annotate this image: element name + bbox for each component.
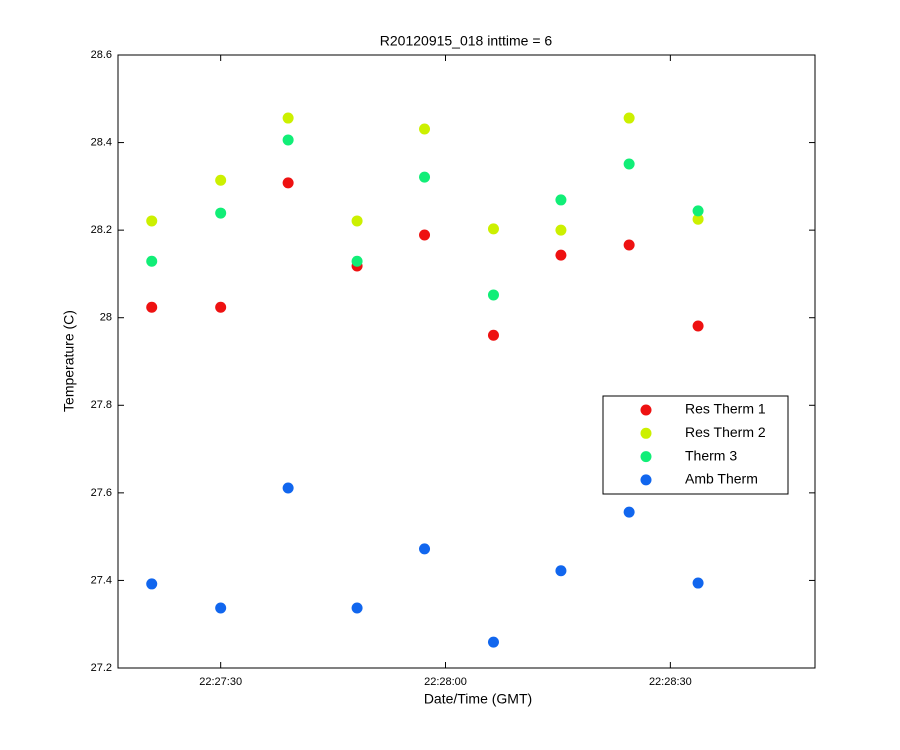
point <box>419 229 431 241</box>
x-tick-label: 22:28:00 <box>424 676 467 688</box>
x-tick-label: 22:27:30 <box>199 676 242 688</box>
point <box>623 112 635 124</box>
point <box>215 207 227 219</box>
y-tick-label: 27.8 <box>91 399 112 411</box>
point <box>555 249 567 261</box>
point <box>487 223 499 235</box>
point <box>282 112 294 124</box>
point <box>623 239 635 251</box>
y-tick-label: 28.6 <box>91 49 112 61</box>
point <box>351 215 363 227</box>
y-tick-label: 27.6 <box>91 487 112 499</box>
point <box>692 577 704 589</box>
x-axis-label: Date/Time (GMT) <box>424 691 532 707</box>
x-tick-label: 22:28:30 <box>649 676 692 688</box>
plot-area <box>117 54 816 669</box>
legend-label: Res Therm 1 <box>685 401 766 417</box>
point <box>419 123 431 135</box>
point <box>555 224 567 236</box>
point <box>282 134 294 146</box>
point <box>215 602 227 614</box>
point <box>146 578 158 590</box>
point <box>623 158 635 170</box>
point <box>487 329 499 341</box>
point <box>555 565 567 577</box>
point <box>146 255 158 267</box>
legend-marker <box>640 427 652 439</box>
point <box>282 482 294 494</box>
y-tick-label: 28.2 <box>91 224 112 236</box>
point <box>215 301 227 313</box>
point <box>692 213 704 225</box>
point <box>487 289 499 301</box>
y-tick-label: 27.4 <box>91 574 112 586</box>
legend-marker <box>640 404 652 416</box>
point <box>419 171 431 183</box>
point <box>351 602 363 614</box>
point <box>487 636 499 648</box>
y-tick-label: 27.2 <box>91 662 112 674</box>
legend-label: Res Therm 2 <box>685 424 766 440</box>
legend-label: Amb Therm <box>685 471 758 487</box>
legend-marker <box>640 474 652 486</box>
chart-title: R20120915_018 inttime = 6 <box>380 33 553 49</box>
point <box>146 301 158 313</box>
point <box>146 215 158 227</box>
point <box>692 205 704 217</box>
point <box>351 255 363 267</box>
y-tick-label: 28 <box>100 312 112 324</box>
point <box>692 320 704 332</box>
legend-box <box>602 395 789 495</box>
point <box>215 174 227 186</box>
point <box>282 177 294 189</box>
legend-label: Therm 3 <box>685 447 737 463</box>
point <box>623 506 635 518</box>
point <box>419 543 431 555</box>
y-axis-label: Temperature (C) <box>61 310 77 412</box>
y-tick-label: 28.4 <box>91 136 112 148</box>
legend-marker <box>640 451 652 463</box>
point <box>555 194 567 206</box>
